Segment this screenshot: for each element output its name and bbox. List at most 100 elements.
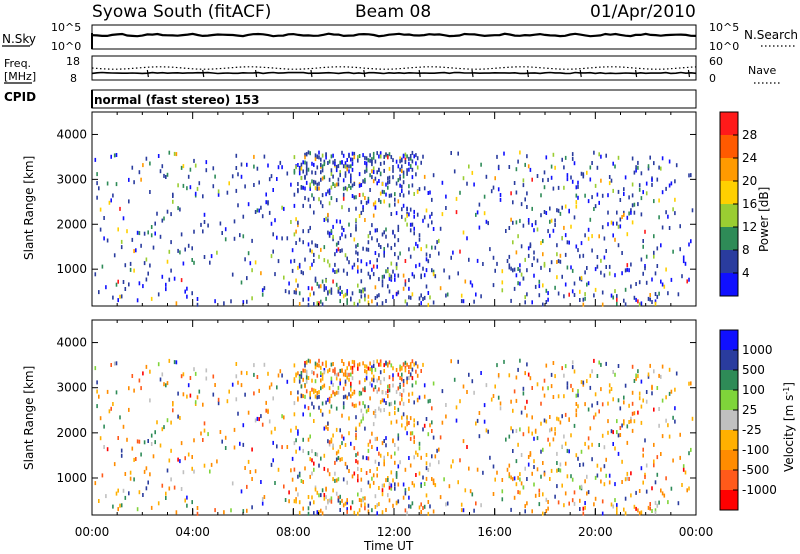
velocity-echo	[161, 427, 164, 432]
power-colorbar-tick-label: 20	[742, 174, 757, 188]
velocity-echo	[256, 375, 259, 379]
power-echo	[616, 294, 618, 299]
power-echo	[212, 184, 215, 189]
velocity-echo	[392, 503, 394, 508]
power-echo	[633, 202, 636, 207]
power-echo	[462, 176, 465, 181]
power-echo	[276, 235, 278, 240]
velocity-echo	[522, 391, 525, 396]
power-echo	[335, 164, 338, 169]
power-colorbar-tick-label: 8	[742, 243, 750, 257]
power-echo	[177, 248, 179, 253]
velocity-echo	[342, 436, 345, 441]
velocity-echo	[522, 432, 525, 437]
power-echo	[418, 262, 421, 267]
velocity-echo	[394, 486, 396, 491]
power-echo	[240, 174, 243, 179]
power-echo	[365, 200, 368, 205]
power-echo	[589, 217, 592, 222]
power-echo	[374, 200, 377, 205]
power-echo	[108, 200, 111, 205]
power-echo	[651, 182, 653, 187]
power-echo	[168, 249, 171, 254]
velocity-echo	[256, 416, 259, 421]
power-echo	[126, 229, 128, 234]
power-echo	[381, 301, 384, 306]
velocity-echo	[272, 440, 274, 445]
power-echo	[487, 221, 489, 226]
power-echo	[630, 208, 632, 213]
velocity-echo	[364, 404, 366, 409]
power-echo	[253, 183, 255, 187]
velocity-echo	[379, 359, 382, 364]
velocity-echo	[253, 363, 255, 368]
power-echo	[619, 224, 622, 229]
power-echo	[128, 199, 130, 204]
power-echo	[464, 279, 467, 284]
velocity-echo	[305, 389, 308, 394]
power-echo	[564, 155, 567, 160]
velocity-echo	[367, 456, 370, 461]
velocity-echo	[466, 390, 468, 394]
power-echo	[394, 277, 396, 282]
power-echo	[416, 165, 419, 170]
velocity-echo	[517, 442, 519, 447]
power-echo	[616, 221, 618, 226]
power-echo	[341, 290, 343, 294]
power-echo	[439, 226, 442, 231]
power-echo	[420, 301, 422, 306]
velocity-echo	[184, 456, 186, 461]
power-echo	[179, 207, 181, 212]
velocity-echo	[221, 439, 223, 444]
power-echo	[298, 167, 301, 172]
power-echo	[524, 295, 526, 300]
power-echo	[387, 284, 389, 289]
power-echo	[246, 299, 248, 304]
power-echo	[482, 262, 484, 266]
velocity-echo	[138, 490, 141, 495]
velocity-echo	[175, 360, 178, 365]
power-echo	[601, 290, 604, 295]
power-echo	[431, 220, 433, 225]
power-echo	[468, 257, 470, 262]
velocity-echo	[372, 374, 375, 379]
velocity-echo	[378, 406, 380, 411]
power-echo	[510, 217, 512, 222]
velocity-echo	[534, 428, 537, 433]
velocity-echo	[598, 443, 600, 447]
power-echo	[610, 178, 613, 183]
power-echo	[640, 196, 643, 201]
power-echo	[376, 151, 378, 156]
velocity-echo	[483, 419, 486, 424]
velocity-echo	[612, 370, 614, 374]
velocity-echo	[441, 389, 444, 394]
power-echo	[654, 292, 657, 296]
power-echoes	[94, 150, 694, 307]
velocity-echo	[533, 465, 535, 469]
power-echo	[510, 266, 512, 271]
velocity-echo	[309, 501, 311, 506]
velocity-echo	[371, 431, 373, 436]
power-echo	[307, 229, 310, 234]
velocity-echo	[668, 367, 671, 372]
power-echo	[388, 203, 391, 208]
power-echo	[517, 267, 519, 271]
power-echo	[180, 165, 183, 170]
freq-dip	[579, 69, 582, 78]
power-echo	[658, 215, 660, 220]
power-echo	[420, 293, 422, 298]
power-echo	[406, 302, 408, 307]
velocity-echo	[300, 371, 303, 375]
power-echo	[348, 154, 350, 159]
velocity-echo	[429, 398, 431, 403]
velocity-echo	[239, 441, 241, 446]
power-echo	[311, 249, 313, 254]
power-echo	[621, 215, 623, 219]
power-echo	[362, 246, 364, 251]
velocity-echo	[621, 423, 623, 428]
velocity-echo	[489, 455, 491, 460]
power-echo	[429, 253, 431, 258]
power-echo	[667, 214, 669, 219]
power-echo	[290, 220, 292, 224]
velocity-echo	[362, 416, 364, 421]
